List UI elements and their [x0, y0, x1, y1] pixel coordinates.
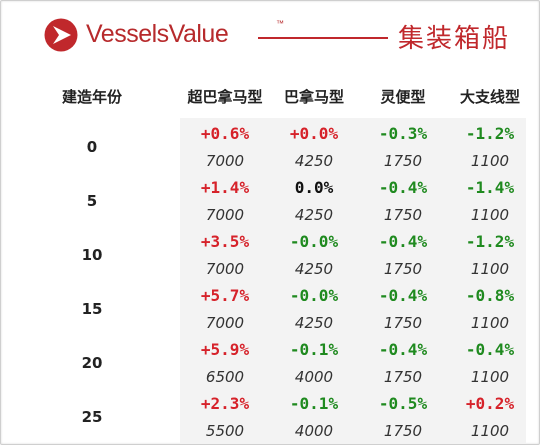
row-label-build-year: 0	[86, 138, 98, 156]
table-cell-value: 4250	[294, 206, 334, 224]
table-cell-value: 7000	[205, 260, 245, 278]
column-header-3: 灵便型	[380, 88, 426, 106]
table-cell-change-pct: +5.9%	[200, 340, 250, 359]
table-cell-value: 1750	[383, 368, 423, 386]
table-cell-change-pct: +3.5%	[200, 232, 250, 251]
row-label-build-year: 15	[81, 300, 103, 318]
table-cell-value: 1750	[383, 422, 423, 440]
table-cell-change-pct: +1.4%	[200, 178, 250, 197]
page-title: 集装箱船	[398, 24, 511, 54]
table-cell-value: 4000	[294, 422, 334, 440]
table-cell-value: 1750	[383, 314, 423, 332]
table-cell-change-pct: +0.0%	[289, 124, 339, 143]
table-cell-change-pct: -0.4%	[378, 178, 428, 197]
table-cell-value: 4250	[294, 314, 334, 332]
row-label-build-year: 5	[86, 192, 98, 210]
column-header-2: 巴拿马型	[283, 88, 344, 106]
table-cell-change-pct: -0.4%	[378, 340, 428, 359]
table-cell-change-pct: -0.4%	[378, 232, 428, 251]
header-divider	[258, 37, 388, 39]
table-cell-change-pct: +0.2%	[465, 394, 515, 413]
table-cell-value: 4250	[294, 260, 334, 278]
column-header-4: 大支线型	[459, 88, 520, 106]
row-label-build-year: 10	[81, 246, 103, 264]
table-cell-change-pct: -0.8%	[465, 286, 515, 305]
table-cell-change-pct: -0.4%	[465, 340, 515, 359]
table-cell-change-pct: -0.1%	[289, 394, 339, 413]
trademark-mark: ™	[276, 19, 284, 28]
table-cell-value: 6500	[205, 368, 245, 386]
header: VesselsValue ™ 集装箱船	[44, 16, 524, 56]
table-cell-value: 7000	[205, 152, 245, 170]
table-cell-change-pct: -0.0%	[289, 286, 339, 305]
brand-name: VesselsValue	[86, 20, 229, 48]
table-cell-change-pct: -0.0%	[289, 232, 339, 251]
table-cell-value: 1750	[383, 260, 423, 278]
table-cell-change-pct: -1.2%	[465, 232, 515, 251]
table-cell-value: 7000	[205, 314, 245, 332]
table-cell-value: 4250	[294, 152, 334, 170]
table-cell-change-pct: +2.3%	[200, 394, 250, 413]
table-cell-value: 1100	[470, 152, 510, 170]
table-cell-change-pct: -0.3%	[378, 124, 428, 143]
row-label-build-year: 20	[81, 354, 103, 372]
table-cell-value: 4000	[294, 368, 334, 386]
table-cell-value: 1100	[470, 206, 510, 224]
table-cell-value: 1750	[383, 152, 423, 170]
vesselsvalue-logo-icon	[44, 18, 78, 52]
table-cell-change-pct: -0.1%	[289, 340, 339, 359]
column-header-build-year: 建造年份	[61, 88, 122, 106]
table-data-background	[180, 118, 526, 443]
table-cell-value: 1100	[470, 260, 510, 278]
table-cell-value: 7000	[205, 206, 245, 224]
table-cell-value: 1100	[470, 368, 510, 386]
table-cell-change-pct: -0.4%	[378, 286, 428, 305]
table-cell-change-pct: -0.5%	[378, 394, 428, 413]
table-cell-value: 1750	[383, 206, 423, 224]
table-cell-value: 5500	[205, 422, 245, 440]
table-cell-change-pct: +0.6%	[200, 124, 250, 143]
table-cell-change-pct: -1.4%	[465, 178, 515, 197]
table-cell-value: 1100	[470, 422, 510, 440]
table-cell-value: 1100	[470, 314, 510, 332]
row-label-build-year: 25	[81, 408, 103, 426]
table-cell-change-pct: -1.2%	[465, 124, 515, 143]
table-cell-change-pct: +5.7%	[200, 286, 250, 305]
column-header-1: 超巴拿马型	[187, 88, 263, 106]
table-cell-change-pct: 0.0%	[294, 178, 334, 197]
